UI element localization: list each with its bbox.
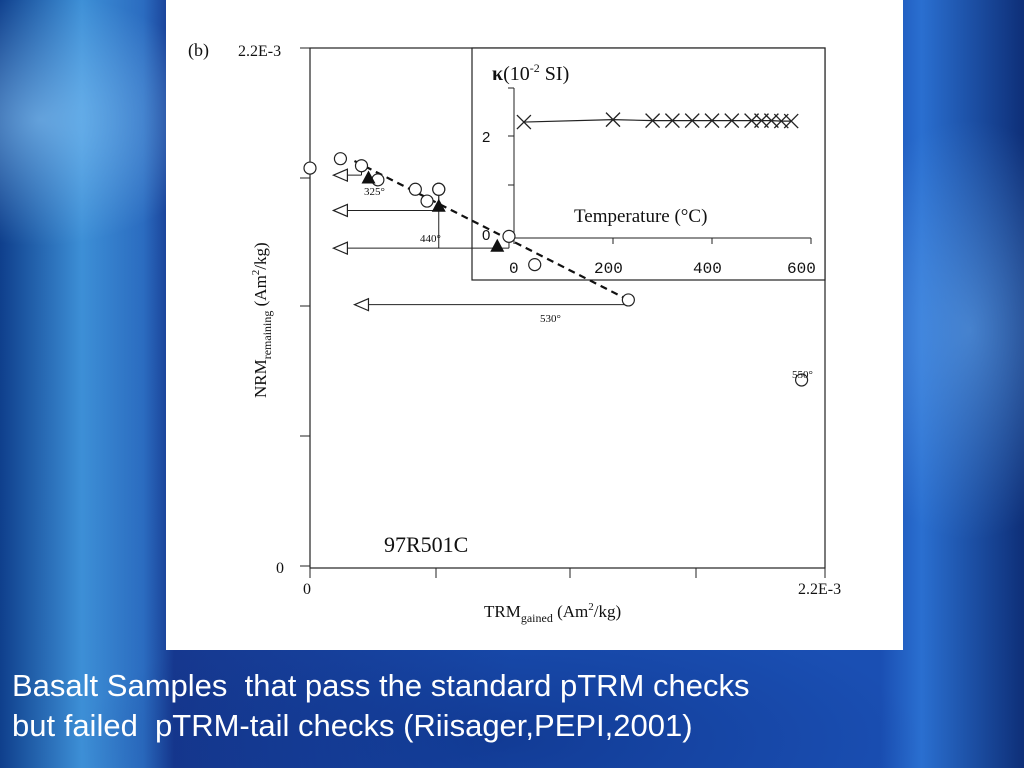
inset-x-marker-stroke-b [724,113,740,129]
figure-panel: (b) 2.2E-3 0 0 2.2E-3 TRMgained (Am2/kg)… [166,0,903,650]
fit-line [353,160,629,301]
inset-x-marker-5 [704,113,720,129]
tail-check-triangle-0 [331,168,349,183]
inset-x-marker-stroke-b [684,113,700,129]
temp-label-550: 550° [792,369,813,381]
inset-x-marker-stroke-b [664,113,680,129]
inset-x-tick-600: 600 [787,260,816,278]
inset-x-marker-3 [664,113,680,129]
slide-caption: Basalt Samples that pass the standard pT… [12,666,1012,746]
data-point-circle-9 [528,258,542,272]
tail-check-triangle-3 [352,297,370,312]
inset-x-tick-0: 0 [509,260,519,278]
data-point-circle-10 [621,293,635,307]
inset-x-marker-0 [516,114,532,130]
caption-line-2: but failed pTRM-tail checks (Riisager,PE… [12,708,693,743]
ptrm-check-triangle-1 [431,198,446,212]
temp-label-530: 530° [540,313,561,325]
inset-title: κ(10-2 SI) [492,61,569,85]
temp-label-440: 440° [420,233,441,245]
inset-y-tick-2: 2 [482,129,490,146]
tail-check-triangle-2 [331,241,349,256]
inset-x-marker-stroke-b [516,114,532,130]
y-axis-label: NRMremaining (Am2/kg) [250,242,274,398]
sample-id-label: 97R501C [384,532,468,557]
x-zero-tick-label: 0 [303,581,311,598]
inset-x-axis-label: Temperature (°C) [574,206,707,227]
tail-check-triangle-1 [331,203,349,218]
inset-x-marker-1 [605,112,621,128]
inset-x-tick-400: 400 [693,260,722,278]
inset-x-tick-200: 200 [594,260,623,278]
data-point-circle-4 [408,182,422,196]
main-data-marks [303,152,809,387]
data-point-circle-1 [333,152,348,166]
data-point-circle-8 [502,229,516,243]
panel-label: (b) [188,40,209,61]
temp-label-325: 325° [364,186,385,198]
nrm-trm-figure: (b) 2.2E-3 0 0 2.2E-3 TRMgained (Am2/kg)… [188,40,841,625]
inset-series-line [523,119,792,123]
inset-chart: κ(10-2 SI) 2 0 0 200 400 600 Temperature… [471,47,826,281]
data-point-circle-7 [432,182,446,196]
inset-data-marks [516,112,799,130]
main-ticks [300,47,826,578]
inset-x-marker-6 [724,113,740,129]
data-point-circle-11 [794,373,809,387]
inset-frame [471,47,826,281]
inset-x-marker-stroke-b [605,112,621,128]
x-right-tick-label: 2.2E-3 [798,581,841,598]
caption-line-1: Basalt Samples that pass the standard pT… [12,668,750,703]
ptrm-check-triangle-2 [490,238,505,252]
inset-y-tick-0: 0 [482,227,490,244]
y-top-tick-label: 2.2E-3 [238,43,281,60]
inset-x-marker-2 [645,113,661,129]
ptrm-check-triangle-0 [361,170,376,184]
inset-x-marker-11 [783,113,799,129]
data-point-circle-0 [303,161,317,175]
data-point-circle-2 [354,159,369,173]
inset-x-marker-stroke-b [704,113,720,129]
x-axis-label: TRMgained (Am2/kg) [484,601,621,625]
y-zero-tick-label: 0 [276,560,284,577]
data-point-circle-3 [371,173,385,187]
data-point-circle-5 [420,194,434,208]
inset-x-marker-stroke-b [783,113,799,129]
inset-x-marker-4 [684,113,700,129]
inset-x-marker-stroke-b [645,113,661,129]
